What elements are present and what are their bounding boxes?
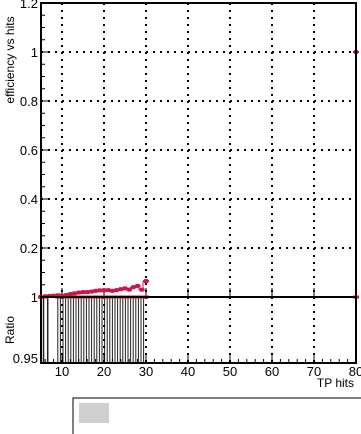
efficiency-point xyxy=(118,287,123,292)
efficiency-y-axis-title: efficiency vs hits xyxy=(3,16,17,103)
ratio-x-tick-label: 80 xyxy=(349,364,361,379)
efficiency-plot-area xyxy=(41,3,356,297)
legend-swatch xyxy=(79,403,109,423)
efficiency-point xyxy=(131,285,136,290)
efficiency-y-tick-label: 0.8 xyxy=(20,94,38,109)
efficiency-point xyxy=(51,293,56,298)
efficiency-point xyxy=(72,291,77,296)
ratio-frame xyxy=(40,296,357,364)
efficiency-point xyxy=(135,283,140,288)
efficiency-point xyxy=(123,286,127,291)
ratio-x-tick-label: 70 xyxy=(307,364,321,379)
efficiency-point xyxy=(106,288,111,293)
ratio-x-axis-title: TP hits xyxy=(317,376,354,390)
efficiency-y-tick-label: 1.2 xyxy=(20,0,38,11)
ratio-x-tick-label: 40 xyxy=(181,364,195,379)
efficiency-point xyxy=(55,293,60,298)
ratio-y-tick-label: 0.95 xyxy=(13,351,38,366)
legend-box xyxy=(72,397,361,434)
efficiency-panel: 0.2 0.4 0.6 0.8 1 1.2 efficiency vs hits xyxy=(3,0,359,299)
efficiency-point xyxy=(144,279,148,284)
ratio-x-tick-labels: 10 20 30 40 50 60 70 80 xyxy=(55,364,361,379)
ratio-hatch-band xyxy=(42,297,146,363)
ratio-y-tick-label: 1 xyxy=(31,290,38,305)
efficiency-point xyxy=(93,288,98,293)
ratio-x-tick-label: 30 xyxy=(139,364,153,379)
ratio-y-axis-title: Ratio xyxy=(3,316,17,344)
efficiency-point xyxy=(102,288,106,293)
efficiency-y-tick-label: 1 xyxy=(31,45,38,60)
legend-frame xyxy=(72,397,361,434)
ratio-x-tick-label: 50 xyxy=(223,364,237,379)
efficiency-y-tick-labels: 0.2 0.4 0.6 0.8 1 1.2 xyxy=(20,0,38,256)
efficiency-point xyxy=(76,290,81,295)
efficiency-point xyxy=(127,287,132,292)
ratio-y-tick-labels: 0.95 1 xyxy=(13,290,38,366)
efficiency-point xyxy=(139,287,144,292)
efficiency-point xyxy=(89,289,94,294)
efficiency-y-tick-label: 0.2 xyxy=(20,241,38,256)
efficiency-point xyxy=(85,290,90,295)
efficiency-point xyxy=(68,292,73,297)
efficiency-point xyxy=(97,288,102,293)
ratio-x-tick-label: 20 xyxy=(97,364,111,379)
efficiency-y-tick-label: 0.6 xyxy=(20,143,38,158)
ratio-x-tick-label: 10 xyxy=(55,364,69,379)
efficiency-point xyxy=(64,293,69,298)
efficiency-point xyxy=(81,290,85,295)
efficiency-point xyxy=(114,288,119,293)
efficiency-y-tick-label: 0.4 xyxy=(20,192,38,207)
ratio-x-tick-label: 60 xyxy=(265,364,279,379)
efficiency-point xyxy=(110,288,115,293)
ratio-panel: 0.95 1 10 20 30 40 50 60 70 80 Ratio TP hits xyxy=(3,290,361,390)
